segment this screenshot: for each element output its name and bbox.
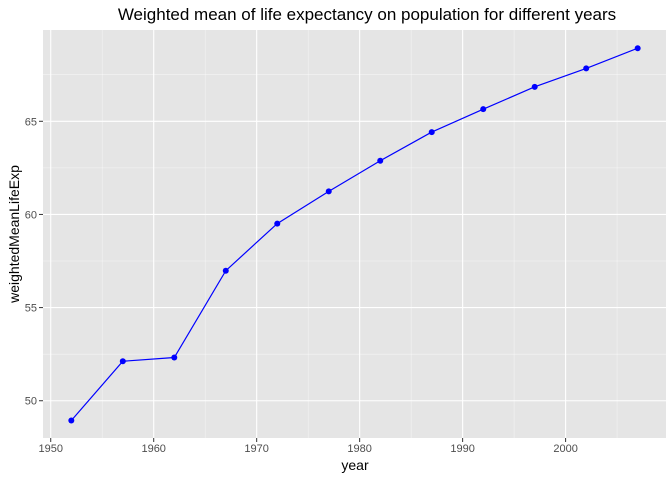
data-point [480,106,487,113]
y-tick-label: 60 [25,209,37,221]
y-tick-label: 65 [25,116,37,128]
x-tick-label: 1990 [450,443,474,455]
data-point [222,267,229,274]
x-axis-title: year [341,457,369,473]
data-point [171,354,178,361]
x-tick-label: 1960 [141,443,165,455]
plot-panel [43,30,666,438]
chart-title: Weighted mean of life expectancy on popu… [118,5,616,24]
y-axis: 50 55 60 65 [25,116,43,408]
data-point [583,65,590,72]
grid-minor [43,30,666,438]
data-point [274,220,281,227]
data-point [68,417,75,424]
data-point [377,157,384,164]
grid-major [43,30,666,438]
data-point [634,45,641,52]
x-axis: 1950 1960 1970 1980 1990 2000 [38,438,578,455]
series-layer [68,45,641,424]
x-tick-label: 2000 [553,443,577,455]
x-tick-label: 1970 [244,443,268,455]
y-tick-label: 50 [25,396,37,408]
data-point [428,129,435,136]
data-point [119,358,126,365]
series-line [70,47,638,421]
y-tick-label: 55 [25,303,37,315]
data-point [325,188,332,195]
y-axis-title: weightedMeanLifeExp [6,165,22,304]
x-tick-label: 1980 [347,443,371,455]
data-point [531,83,538,90]
x-tick-label: 1950 [38,443,62,455]
